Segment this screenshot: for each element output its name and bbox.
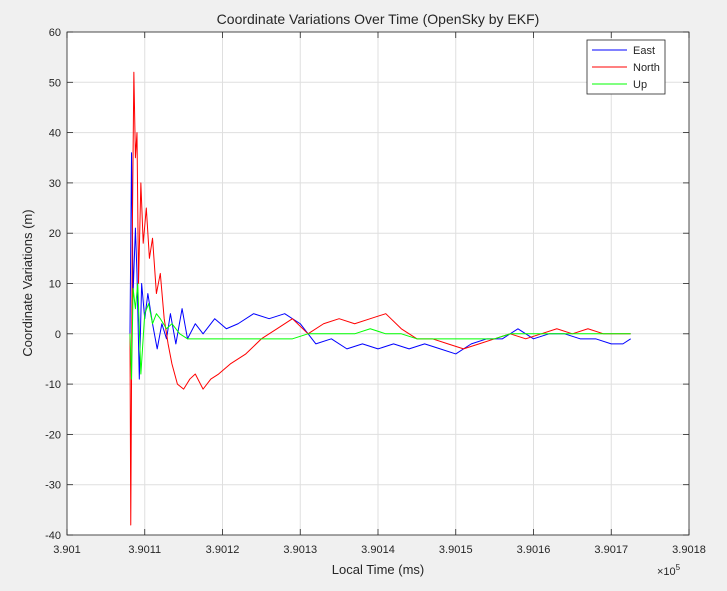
x-tick-labels: 3.901 3.9011 3.9012 3.9013 3.9014 3.9015 3.901… (53, 544, 706, 556)
y-tick-label: -40 (45, 530, 61, 542)
y-tick-label: 20 (49, 228, 61, 240)
y-tick-label: 40 (49, 128, 61, 140)
y-tick-label: -20 (45, 429, 61, 441)
x-tick-label: 3.9015 (439, 544, 473, 556)
y-tick-label: 30 (49, 178, 61, 190)
ticks (66, 31, 690, 536)
x-tick-label: 3.901 (53, 544, 81, 556)
x-tick-label: 3.9016 (517, 544, 551, 556)
series-line-up (129, 283, 631, 380)
legend-label-up: Up (633, 79, 647, 91)
chart-title: Coordinate Variations Over Time (OpenSky… (217, 11, 540, 27)
x-tick-label: 3.9018 (672, 544, 706, 556)
y-tick-label: 60 (49, 27, 61, 39)
x-axis-label: Local Time (ms) (332, 562, 424, 577)
x-axis-multiplier: ×105 (657, 563, 681, 578)
y-tick-label: 0 (55, 329, 61, 341)
x-tick-label: 3.9012 (206, 544, 240, 556)
legend-label-east: East (633, 45, 655, 57)
y-tick-label: 50 (49, 77, 61, 89)
y-tick-label: -10 (45, 379, 61, 391)
x-tick-label: 3.9014 (361, 544, 395, 556)
legend: East North Up (586, 39, 666, 95)
x-tick-label: 3.9013 (283, 544, 317, 556)
x-tick-label: 3.9017 (594, 544, 628, 556)
series-layer (129, 71, 631, 526)
legend-label-north: North (633, 62, 660, 74)
y-tick-label: -30 (45, 480, 61, 492)
series-line-east (129, 152, 631, 380)
y-tick-label: 10 (49, 279, 61, 291)
y-axis-label: Coordinate Variations (m) (20, 209, 35, 356)
x-tick-label: 3.9011 (128, 544, 161, 556)
y-tick-labels: -40 -30 -20 -10 0 10 20 30 40 50 60 (45, 27, 61, 542)
